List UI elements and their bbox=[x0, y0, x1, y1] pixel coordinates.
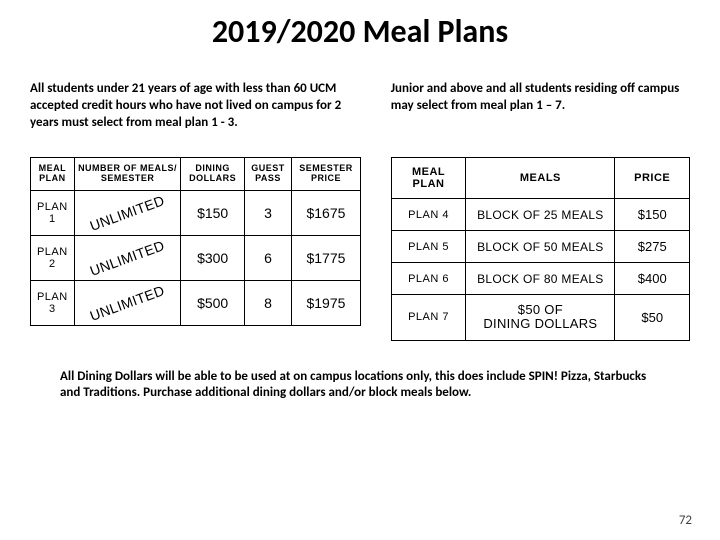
table-row: PLAN 5 BLOCK OF 50 MEALS $275 bbox=[391, 231, 689, 263]
cell-meals: UNLIMITED bbox=[74, 280, 181, 325]
th-meals: MEALS bbox=[466, 158, 615, 199]
cell-price: $50 bbox=[615, 295, 690, 341]
cell-plan: PLAN 2 bbox=[31, 235, 75, 280]
cell-price: $1675 bbox=[292, 190, 361, 235]
footer-note: All Dining Dollars will be able to be us… bbox=[30, 369, 690, 403]
table-row: PLAN 6 BLOCK OF 80 MEALS $400 bbox=[391, 263, 689, 295]
page-title: 2019/2020 Meal Plans bbox=[30, 12, 690, 51]
cell-meals: BLOCK OF 50 MEALS bbox=[466, 231, 615, 263]
cell-meals: $50 OFDINING DOLLARS bbox=[466, 295, 615, 341]
cell-dollars: $500 bbox=[181, 280, 244, 325]
cell-plan: PLAN 3 bbox=[31, 280, 75, 325]
table-header-row: MEAL PLAN NUMBER OF MEALS/ SEMESTER DINI… bbox=[31, 158, 361, 191]
cell-plan: PLAN 4 bbox=[391, 199, 466, 231]
left-column: All students under 21 years of age with … bbox=[30, 81, 361, 341]
cell-meals: BLOCK OF 80 MEALS bbox=[466, 263, 615, 295]
th-dining-dollars: DINING DOLLARS bbox=[181, 158, 244, 191]
right-column: Junior and above and all students residi… bbox=[391, 81, 690, 341]
cell-plan: PLAN 7 bbox=[391, 295, 466, 341]
cell-price: $150 bbox=[615, 199, 690, 231]
table-row: PLAN 3 UNLIMITED $500 8 $1975 bbox=[31, 280, 361, 325]
meal-plan-table-1: MEAL PLAN NUMBER OF MEALS/ SEMESTER DINI… bbox=[30, 157, 361, 326]
cell-price: $400 bbox=[615, 263, 690, 295]
left-description: All students under 21 years of age with … bbox=[30, 81, 361, 133]
th-price: PRICE bbox=[615, 158, 690, 199]
th-meal-plan: MEAL PLAN bbox=[391, 158, 466, 199]
table-row: PLAN 7 $50 OFDINING DOLLARS $50 bbox=[391, 295, 689, 341]
table-row: PLAN 4 BLOCK OF 25 MEALS $150 bbox=[391, 199, 689, 231]
right-description: Junior and above and all students residi… bbox=[391, 81, 690, 133]
table-row: PLAN 2 UNLIMITED $300 6 $1775 bbox=[31, 235, 361, 280]
th-guest-pass: GUEST PASS bbox=[244, 158, 291, 191]
th-num-meals: NUMBER OF MEALS/ SEMESTER bbox=[74, 158, 181, 191]
cell-price: $275 bbox=[615, 231, 690, 263]
cell-price: $1775 bbox=[292, 235, 361, 280]
cell-meals: BLOCK OF 25 MEALS bbox=[466, 199, 615, 231]
cell-plan: PLAN 1 bbox=[31, 190, 75, 235]
cell-dollars: $150 bbox=[181, 190, 244, 235]
th-semester-price: SEMESTER PRICE bbox=[292, 158, 361, 191]
table-row: PLAN 1 UNLIMITED $150 3 $1675 bbox=[31, 190, 361, 235]
meal-plan-table-2: MEAL PLAN MEALS PRICE PLAN 4 BLOCK OF 25… bbox=[391, 157, 690, 341]
cell-meals: UNLIMITED bbox=[74, 190, 181, 235]
cell-price: $1975 bbox=[292, 280, 361, 325]
cell-guest: 8 bbox=[244, 280, 291, 325]
content-columns: All students under 21 years of age with … bbox=[30, 81, 690, 341]
cell-guest: 6 bbox=[244, 235, 291, 280]
th-meal-plan: MEAL PLAN bbox=[31, 158, 75, 191]
page-number: 72 bbox=[679, 513, 692, 528]
table-header-row: MEAL PLAN MEALS PRICE bbox=[391, 158, 689, 199]
cell-meals: UNLIMITED bbox=[74, 235, 181, 280]
cell-dollars: $300 bbox=[181, 235, 244, 280]
cell-guest: 3 bbox=[244, 190, 291, 235]
cell-plan: PLAN 5 bbox=[391, 231, 466, 263]
cell-plan: PLAN 6 bbox=[391, 263, 466, 295]
